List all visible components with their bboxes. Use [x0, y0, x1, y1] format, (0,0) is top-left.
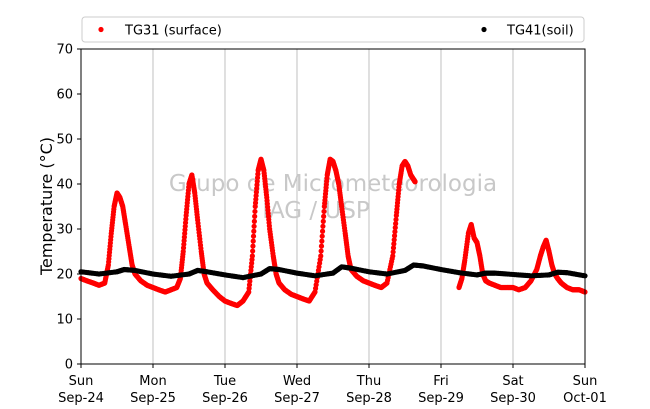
x-tick-label-day: Fri	[433, 374, 449, 389]
data-point-interp	[393, 216, 399, 223]
x-tick-label-date: Sep-27	[274, 391, 320, 406]
x-tick-label-day: Tue	[213, 374, 236, 389]
data-point-interp	[391, 233, 398, 239]
grid-lines	[152, 49, 514, 364]
watermark-line-2: IAG / USP	[262, 198, 370, 224]
x-tick-label-date: Sep-28	[346, 391, 392, 406]
data-point-interp	[250, 243, 256, 249]
x-tick-label-day: Sun	[573, 374, 598, 389]
x-tick-label-day: Sun	[69, 374, 94, 389]
y-axis-label: Temperature (°C)	[37, 137, 56, 276]
x-tick-label-date: Sep-25	[130, 391, 176, 406]
data-point-interp	[391, 237, 397, 243]
data-point-interp	[251, 228, 257, 234]
x-tick-label-day: Sat	[502, 374, 523, 389]
data-point-interp	[252, 213, 258, 219]
data-point-interp	[392, 225, 398, 231]
y-tick-label: 20	[56, 268, 73, 283]
data-point-interp	[251, 218, 257, 224]
y-axis: 0 10 20 30 40 50 60 70	[56, 43, 81, 373]
x-tick-label-date: Sep-24	[58, 391, 104, 406]
y-tick-label: 40	[56, 178, 73, 193]
data-point-interp	[390, 245, 397, 251]
data-point-interp	[321, 213, 327, 219]
data-point-interp	[251, 223, 257, 229]
data-point-interp	[250, 238, 256, 244]
plot-frame	[80, 48, 586, 365]
x-tick-label-day: Wed	[283, 374, 311, 389]
data-point-interp	[318, 248, 324, 254]
y-tick-label: 0	[65, 358, 73, 373]
x-tick-label-day: Mon	[139, 374, 166, 389]
data-point	[249, 253, 255, 259]
x-tick-label-date: Sep-30	[490, 391, 536, 406]
y-tick-label: 60	[56, 88, 73, 103]
watermark: Grupo de Micrometeorologia IAG / USP	[169, 171, 497, 224]
data-point-interp	[392, 229, 398, 235]
legend-label-tg41: TG41(soil)	[506, 24, 574, 39]
series-tg31-surface	[78, 156, 588, 309]
data-point-interp	[250, 248, 256, 254]
data-point	[390, 253, 396, 259]
data-point-interp	[252, 208, 258, 215]
data-point	[318, 253, 324, 259]
legend-marker-tg41	[481, 26, 487, 33]
x-tick-label-date: Sep-26	[202, 391, 248, 406]
data-point-interp	[319, 228, 326, 234]
y-tick-label: 10	[56, 313, 73, 328]
legend: TG31 (surface) TG41(soil)	[81, 16, 585, 43]
data-point-interp	[320, 223, 326, 229]
data-point-interp	[319, 238, 325, 244]
data-point-interp	[393, 221, 399, 227]
data-point-interp	[390, 249, 396, 255]
legend-marker-tg31	[98, 26, 104, 33]
x-tick-label-day: Thu	[356, 374, 381, 389]
data-point-interp	[318, 243, 325, 249]
legend-label-tg31: TG31 (surface)	[124, 24, 222, 39]
y-tick-label: 70	[56, 43, 73, 58]
x-axis: Sun Sep-24 Mon Sep-25 Tue Sep-26 Wed Sep-27 Thu S…	[58, 364, 607, 406]
x-tick-label-date: Oct-01	[563, 391, 607, 406]
data-point-interp	[250, 233, 257, 239]
data-point	[412, 179, 418, 185]
data-point-interp	[391, 241, 397, 247]
y-tick-label: 30	[56, 223, 73, 238]
series-tg41-soil	[78, 262, 588, 281]
x-tick-label-date: Sep-29	[418, 391, 464, 406]
data-point-interp	[320, 218, 326, 224]
data-point-interp	[321, 208, 327, 215]
watermark-line-1: Grupo de Micrometeorologia	[169, 171, 497, 197]
series-layer	[78, 156, 588, 309]
data-point-interp	[319, 233, 325, 239]
y-tick-label: 50	[56, 133, 73, 148]
